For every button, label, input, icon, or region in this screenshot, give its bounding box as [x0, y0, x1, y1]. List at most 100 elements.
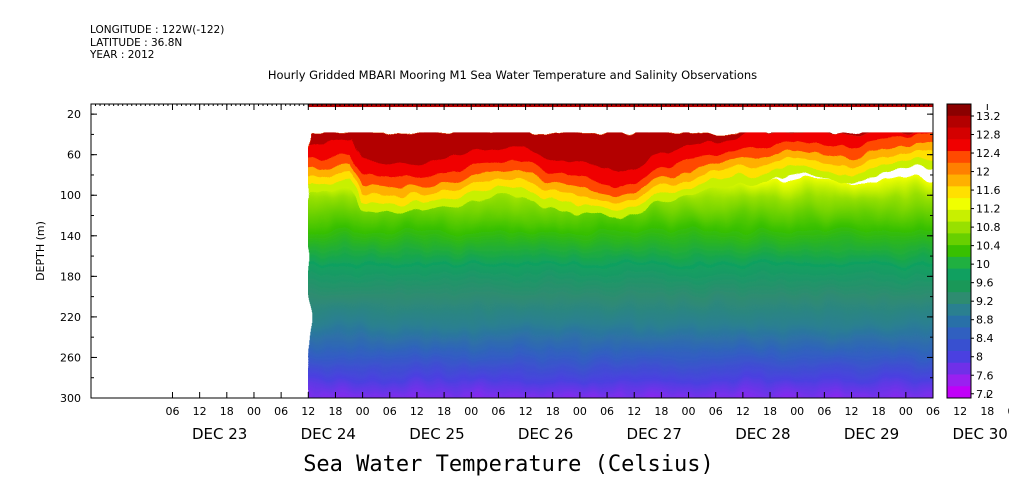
colorbar-swatch — [947, 292, 971, 305]
x-tick-label: 12 — [193, 405, 207, 418]
y-tick-label: 20 — [67, 108, 81, 121]
colorbar-frame — [946, 103, 972, 399]
colorbar-label: 10 — [976, 258, 990, 271]
x-tick-label: 06 — [165, 405, 179, 418]
temperature-field — [308, 118, 933, 398]
x-tick-label: 18 — [763, 405, 777, 418]
colorbar-swatch — [947, 233, 971, 246]
colorbar-swatch — [947, 245, 971, 258]
colorbar-swatch — [947, 115, 971, 129]
colorbar-swatch — [947, 362, 971, 375]
x-tick-label: 06 — [926, 405, 940, 418]
colorbar-swatch — [947, 174, 971, 187]
colorbar-swatch — [947, 280, 971, 293]
x-day-label: DEC 28 — [735, 425, 790, 443]
x-tick-label: 18 — [220, 405, 234, 418]
colorbar-swatch — [947, 303, 971, 317]
y-tick-label: 260 — [60, 351, 81, 364]
x-tick-label: 00 — [899, 405, 913, 418]
colorbar-swatch — [947, 139, 971, 152]
y-axis-label: DEPTH (m) — [34, 221, 47, 281]
metadata-block: LONGITUDE : 122W(-122) LATITUDE : 36.8N … — [90, 24, 224, 62]
colorbar-swatch — [947, 339, 971, 352]
x-tick-label: 18 — [437, 405, 451, 418]
colorbar-swatch — [947, 386, 971, 399]
data-gap — [308, 107, 933, 133]
colorbar-label: 10.8 — [976, 221, 1001, 234]
colorbar-swatch — [947, 186, 971, 199]
colorbar-swatch — [947, 327, 971, 340]
surface-strip — [308, 104, 933, 109]
longitude-label: LONGITUDE : 122W(-122) — [90, 24, 225, 36]
colorbar: 13.2 12.8 12.4 12 11.6 11.2 10.8 10.4 10 9.6 9.2 8.… — [946, 103, 1001, 401]
x-day-label: DEC 27 — [627, 425, 682, 443]
colorbar-label: 8.4 — [976, 332, 994, 345]
colorbar-label: 7.2 — [976, 388, 994, 401]
x-tick-label: 18 — [546, 405, 560, 418]
x-tick-label: 00 — [247, 405, 261, 418]
x-tick-label: 06 — [274, 405, 288, 418]
x-tick-label: 18 — [328, 405, 342, 418]
y-tick-label: 140 — [60, 230, 81, 243]
x-tick-label: 18 — [872, 405, 886, 418]
axes: 20 60 100 140 180 220 260 300 DEPTH (m) 06 12 18 00 0… — [34, 104, 1009, 443]
x-tick-label: 12 — [845, 405, 859, 418]
y-tick-label: 100 — [60, 189, 81, 202]
x-day-label: DEC 24 — [301, 425, 356, 443]
x-tick-label: 06 — [383, 405, 397, 418]
x-tick-label: 18 — [654, 405, 668, 418]
x-tick-label: 12 — [736, 405, 750, 418]
x-tick-label: 06 — [600, 405, 614, 418]
y-tick-label: 300 — [60, 392, 81, 405]
x-day-label: DEC 25 — [409, 425, 464, 443]
colorbar-label: 10.4 — [976, 240, 1001, 253]
colorbar-swatch — [947, 127, 971, 140]
chart-title: Hourly Gridded MBARI Mooring M1 Sea Wate… — [267, 68, 758, 82]
x-tick-label: 00 — [682, 405, 696, 418]
x-tick-label: 12 — [410, 405, 424, 418]
x-tick-label: 12 — [519, 405, 533, 418]
colorbar-label: 9.6 — [976, 277, 994, 290]
colorbar-label: 11.2 — [976, 203, 1001, 216]
colorbar-label: 13.2 — [976, 110, 1001, 123]
x-tick-label: 12 — [301, 405, 315, 418]
x-tick-label: 00 — [790, 405, 804, 418]
x-tick-label: 12 — [953, 405, 967, 418]
colorbar-label: 9.2 — [976, 295, 994, 308]
x-tick-label: 12 — [627, 405, 641, 418]
colorbar-swatch — [947, 256, 971, 270]
colorbar-swatch — [947, 198, 971, 211]
colorbar-label: 7.6 — [976, 369, 994, 382]
x-day-label: DEC 26 — [518, 425, 573, 443]
colorbar-label: 8.8 — [976, 314, 994, 327]
colorbar-label: 8 — [976, 351, 983, 364]
colorbar-swatch — [947, 350, 971, 364]
y-tick-label: 60 — [67, 149, 81, 162]
colorbar-swatch — [947, 315, 971, 328]
x-tick-label: 06 — [817, 405, 831, 418]
latitude-label: LATITUDE : 36.8N — [90, 36, 183, 49]
x-tick-label: 06 — [709, 405, 723, 418]
year-label: YEAR : 2012 — [90, 49, 155, 61]
x-tick-label: 00 — [1007, 405, 1009, 418]
x-day-label: DEC 29 — [844, 425, 899, 443]
colorbar-swatch — [947, 104, 971, 117]
x-tick-label: 18 — [980, 405, 994, 418]
y-tick-label: 220 — [60, 311, 81, 324]
x-tick-label: 06 — [491, 405, 505, 418]
colorbar-swatch — [947, 151, 971, 164]
colorbar-swatch — [947, 374, 971, 387]
colorbar-label: 12 — [976, 166, 990, 179]
x-day-label: DEC 30 — [952, 425, 1007, 443]
footer-label: Sea Water Temperature (Celsius) — [303, 452, 714, 477]
heatmap-area — [308, 104, 933, 398]
x-tick-label: 00 — [356, 405, 370, 418]
y-tick-label: 180 — [60, 270, 81, 283]
x-tick-label: 00 — [464, 405, 478, 418]
colorbar-swatch — [947, 209, 971, 223]
colorbar-label: 12.8 — [976, 129, 1001, 142]
colorbar-swatch — [947, 162, 971, 176]
x-tick-label: 00 — [573, 405, 587, 418]
colorbar-label: 11.6 — [976, 184, 1001, 197]
